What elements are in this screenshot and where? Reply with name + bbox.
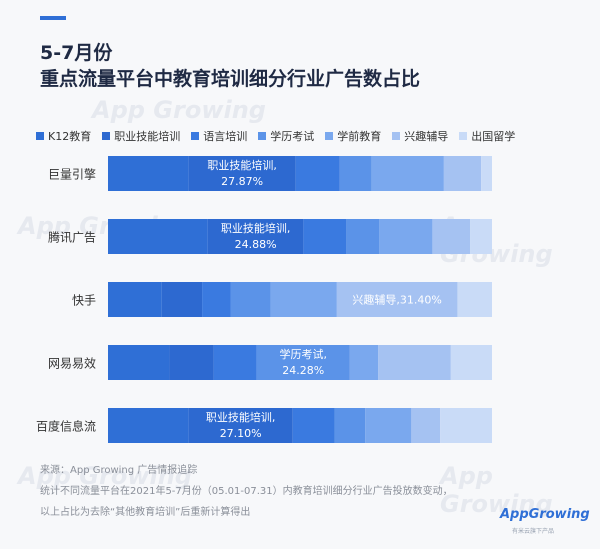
bar-segment (188, 408, 293, 443)
data-label-value: 27.10% (220, 427, 262, 440)
bar-segment (379, 219, 433, 254)
bar-segment (440, 408, 492, 443)
bar-segment (470, 219, 492, 254)
bar-segment (411, 408, 441, 443)
data-label: 兴趣辅导,31.40% (352, 293, 441, 307)
bar-segment (230, 282, 271, 317)
legend-swatch (258, 132, 267, 140)
data-label-name: 职业技能培训, (206, 410, 276, 424)
legend-swatch (102, 132, 111, 140)
legend-item: 兴趣辅导 (392, 128, 448, 144)
bar-segment (450, 345, 492, 380)
chart-title-line1: 5-7月份 (40, 42, 113, 64)
bar-segment (108, 282, 162, 317)
bar-segment (336, 282, 458, 317)
bar-segment (346, 219, 380, 254)
bar-segment (295, 156, 340, 191)
logo-tagline: 有米云旗下产品 (512, 528, 555, 535)
bar-segment (108, 408, 189, 443)
bar-segment (161, 282, 203, 317)
legend-label: 出国留学 (471, 130, 516, 143)
source-note: 来源：App Growing 广告情报追踪 (40, 465, 198, 476)
chart-legend: K12教育 职业技能培训 语言培训 学历考试 学前教育 兴趣辅导 出国留学 (36, 128, 526, 144)
legend-swatch (459, 132, 468, 140)
category-label: 快手 (72, 294, 96, 308)
bar-segment (108, 219, 208, 254)
legend-item: 学历考试 (258, 128, 314, 144)
bar-segment (349, 345, 379, 380)
data-label-value: 24.88% (235, 238, 277, 251)
bar-segment (334, 408, 366, 443)
bar-segment (303, 219, 347, 254)
legend-label: 兴趣辅导 (404, 130, 449, 143)
legend-label: 学历考试 (270, 130, 315, 143)
data-label-name: 职业技能培训, (207, 158, 277, 172)
legend-label: K12教育 (48, 130, 92, 143)
legend-swatch (392, 132, 401, 140)
legend-item: 学前教育 (325, 128, 381, 144)
bar-segment (457, 282, 492, 317)
bar-segment (256, 345, 350, 380)
legend-swatch (191, 132, 200, 140)
bar-segment (202, 282, 231, 317)
bar-segment (378, 345, 451, 380)
bar-segment (108, 345, 170, 380)
legend-item: 语言培训 (191, 128, 247, 144)
footnote-line1: 统计不同流量平台在2021年5-7月份（05.01-07.31）内教育培训细分行… (40, 486, 453, 497)
legend-item: 职业技能培训 (102, 128, 180, 144)
bar-segment (443, 156, 482, 191)
title-accent-bar (40, 16, 66, 20)
bar-segment (270, 282, 337, 317)
legend-label: 职业技能培训 (114, 130, 181, 143)
bar-segment (481, 156, 492, 191)
legend-item: 出国留学 (459, 128, 515, 144)
bar-segment (292, 408, 335, 443)
legend-swatch (36, 132, 44, 140)
footnote-line2: 以上占比为去除“其他教育培训”后重新计算得出 (40, 507, 251, 518)
bar-segment (207, 219, 304, 254)
legend-label: 语言培训 (203, 130, 248, 143)
bar-segment (371, 156, 444, 191)
bar-segment (108, 156, 189, 191)
appgrowing-logo: AppGrowing (500, 507, 590, 522)
data-label-value: 24.28% (282, 364, 324, 377)
legend-item: K12教育 (36, 128, 91, 144)
legend-swatch (325, 132, 334, 140)
category-label: 腾讯广告 (48, 230, 96, 245)
chart-title-line2: 重点流量平台中教育培训细分行业广告数占比 (40, 68, 421, 90)
bar-segment (365, 408, 412, 443)
bar-segment (169, 345, 214, 380)
category-label: 网易易效 (48, 356, 96, 371)
data-label-value: 27.87% (221, 175, 263, 188)
data-label-name: 学历考试, (279, 347, 327, 361)
legend-label: 学前教育 (337, 130, 382, 143)
category-label: 百度信息流 (36, 419, 96, 434)
bar-segment (188, 156, 296, 191)
data-label-name: 职业技能培训, (221, 221, 291, 235)
bar-segment (432, 219, 471, 254)
category-label: 巨量引擎 (48, 167, 96, 182)
bar-segment (339, 156, 372, 191)
bar-segment (213, 345, 257, 380)
